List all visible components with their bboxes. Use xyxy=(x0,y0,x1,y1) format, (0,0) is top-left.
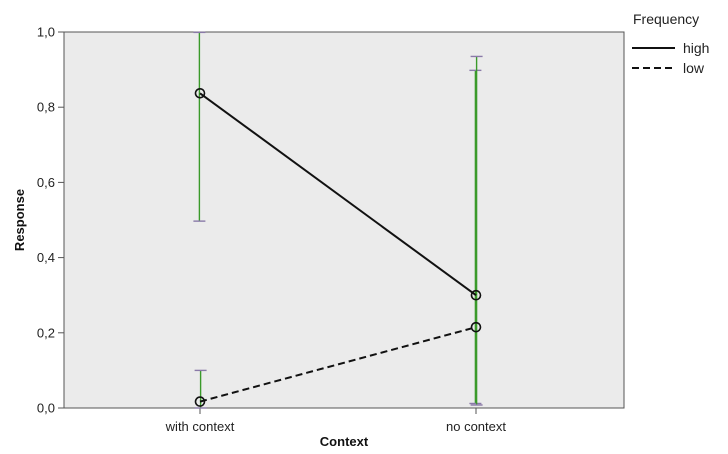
error-bars xyxy=(193,31,483,409)
data-point-high xyxy=(194,87,206,99)
data-markers xyxy=(194,87,482,407)
series-line-low xyxy=(199,326,477,403)
series-lines xyxy=(199,92,477,403)
legend-title: Frequency xyxy=(633,11,699,27)
legend: Frequency high low xyxy=(632,11,709,76)
y-tick-label: 0,8 xyxy=(37,100,55,115)
x-tick-label: no context xyxy=(446,419,506,434)
series-line-high xyxy=(199,92,477,297)
x-axis-title: Context xyxy=(320,434,369,449)
y-tick-label: 0,4 xyxy=(37,250,55,265)
y-tick-label: 0,0 xyxy=(37,401,55,416)
legend-items: high low xyxy=(632,40,709,76)
y-tick-label: 1,0 xyxy=(37,25,55,40)
data-point-low xyxy=(470,321,482,333)
data-point-high xyxy=(470,289,482,301)
legend-label-high: high xyxy=(683,40,709,56)
y-tick-label: 0,2 xyxy=(37,325,55,340)
legend-label-low: low xyxy=(683,60,705,76)
x-axis: with context no context xyxy=(165,408,506,434)
x-tick-label: with context xyxy=(165,419,235,434)
plot-area xyxy=(63,31,625,409)
y-axis: 0,0 0,2 0,4 0,6 0,8 1,0 xyxy=(37,25,64,416)
y-axis-title: Response xyxy=(12,189,27,251)
y-tick-label: 0,6 xyxy=(37,175,55,190)
data-point-low xyxy=(194,396,206,407)
